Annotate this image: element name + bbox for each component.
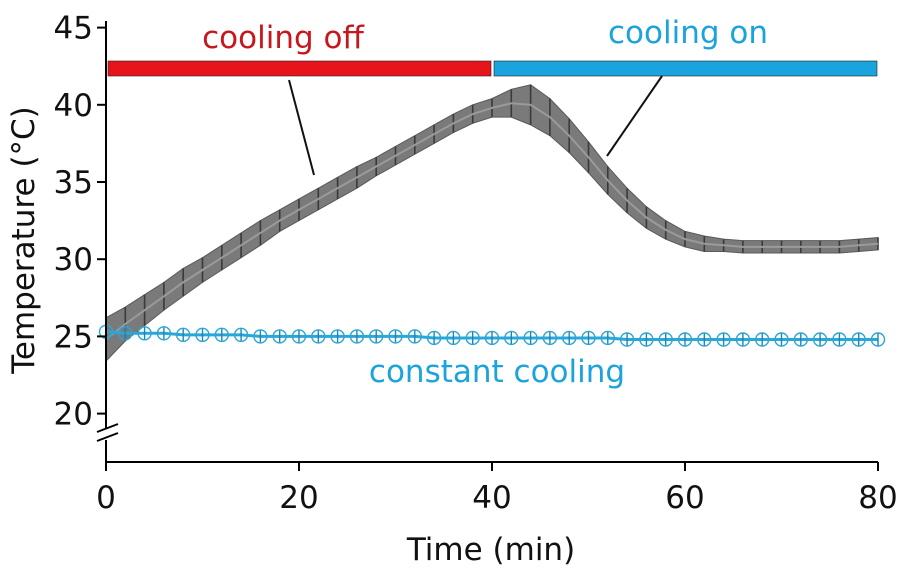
- constant-cooling-point: [465, 330, 480, 346]
- constant-cooling-point: [484, 330, 500, 346]
- y-axis-title: Temperature (°C): [6, 106, 42, 375]
- constant-cooling-point: [504, 330, 519, 346]
- x-axis-title: Time (min): [406, 532, 575, 568]
- annotation-cooling-off: cooling off: [202, 20, 364, 56]
- constant-cooling-point: [426, 330, 442, 346]
- constant-cooling-point: [735, 332, 751, 347]
- constant-cooling-point: [369, 329, 384, 344]
- constant-cooling-point: [214, 327, 230, 343]
- constant-cooling-point: [233, 327, 249, 343]
- constant-cooling-point: [697, 332, 712, 347]
- annotation-cooling-on: cooling on: [608, 15, 768, 51]
- leader-line-cooling-off: [288, 79, 315, 176]
- constant-cooling-point: [562, 330, 577, 346]
- gray-series-error-band: [105, 84, 879, 363]
- leader-line-cooling-on: [606, 75, 663, 157]
- x-tick-label: 60: [665, 480, 704, 516]
- axes: 0 20 40 60 80 20 25 30 35 40 45: [54, 11, 898, 516]
- y-axis-break-mark: [96, 423, 119, 433]
- y-tick-label: 35: [54, 165, 93, 201]
- constant-cooling-point: [851, 332, 866, 347]
- constant-cooling-point: [658, 332, 673, 347]
- constant-cooling-point: [446, 330, 461, 346]
- constant-cooling-point: [156, 326, 172, 341]
- constant-cooling-point: [677, 332, 693, 347]
- constant-cooling-point: [407, 329, 422, 344]
- constant-cooling-point: [832, 332, 847, 347]
- constant-cooling-point: [523, 330, 538, 346]
- constant-cooling-point: [175, 327, 191, 343]
- x-tick-label: 40: [472, 480, 511, 516]
- x-tick-label: 0: [96, 480, 116, 516]
- constant-cooling-point: [755, 332, 770, 347]
- constant-cooling-point: [195, 327, 210, 343]
- annotation-constant-cooling: constant cooling: [369, 354, 625, 390]
- series-layer: [98, 84, 886, 363]
- constant-cooling-point: [619, 332, 635, 347]
- y-tick-label: 30: [54, 242, 93, 278]
- gray-series-line: [105, 102, 879, 341]
- y-tick-label: 20: [54, 397, 93, 433]
- phase-bar-cooling-off: [107, 60, 492, 77]
- constant-cooling-point: [118, 326, 133, 341]
- constant-cooling-point: [639, 332, 654, 347]
- constant-cooling-point: [716, 332, 731, 347]
- constant-cooling-point: [272, 329, 287, 344]
- constant-cooling-point: [793, 332, 808, 347]
- x-tick-label: 80: [858, 480, 897, 516]
- constant-cooling-point: [774, 332, 789, 347]
- phase-bars: [107, 60, 878, 77]
- constant-cooling-point: [311, 329, 326, 344]
- phase-bar-cooling-on: [493, 60, 878, 77]
- y-axis-break-mark: [96, 432, 119, 442]
- constant-cooling-point: [542, 330, 558, 346]
- constant-cooling-point: [812, 332, 828, 347]
- y-tick-label: 45: [54, 11, 93, 47]
- constant-cooling-point: [349, 329, 365, 344]
- constant-cooling-point: [330, 329, 345, 344]
- constant-cooling-point: [581, 330, 596, 346]
- constant-cooling-point: [870, 332, 886, 347]
- x-tick-label: 20: [279, 480, 318, 516]
- y-tick-label: 40: [54, 88, 93, 124]
- annotations: [288, 75, 663, 176]
- constant-cooling-point: [253, 329, 268, 344]
- constant-cooling-point: [137, 326, 152, 341]
- y-tick-label: 25: [54, 319, 93, 355]
- constant-cooling-point: [291, 329, 307, 344]
- constant-cooling-point: [388, 329, 403, 344]
- constant-cooling-point: [600, 330, 615, 346]
